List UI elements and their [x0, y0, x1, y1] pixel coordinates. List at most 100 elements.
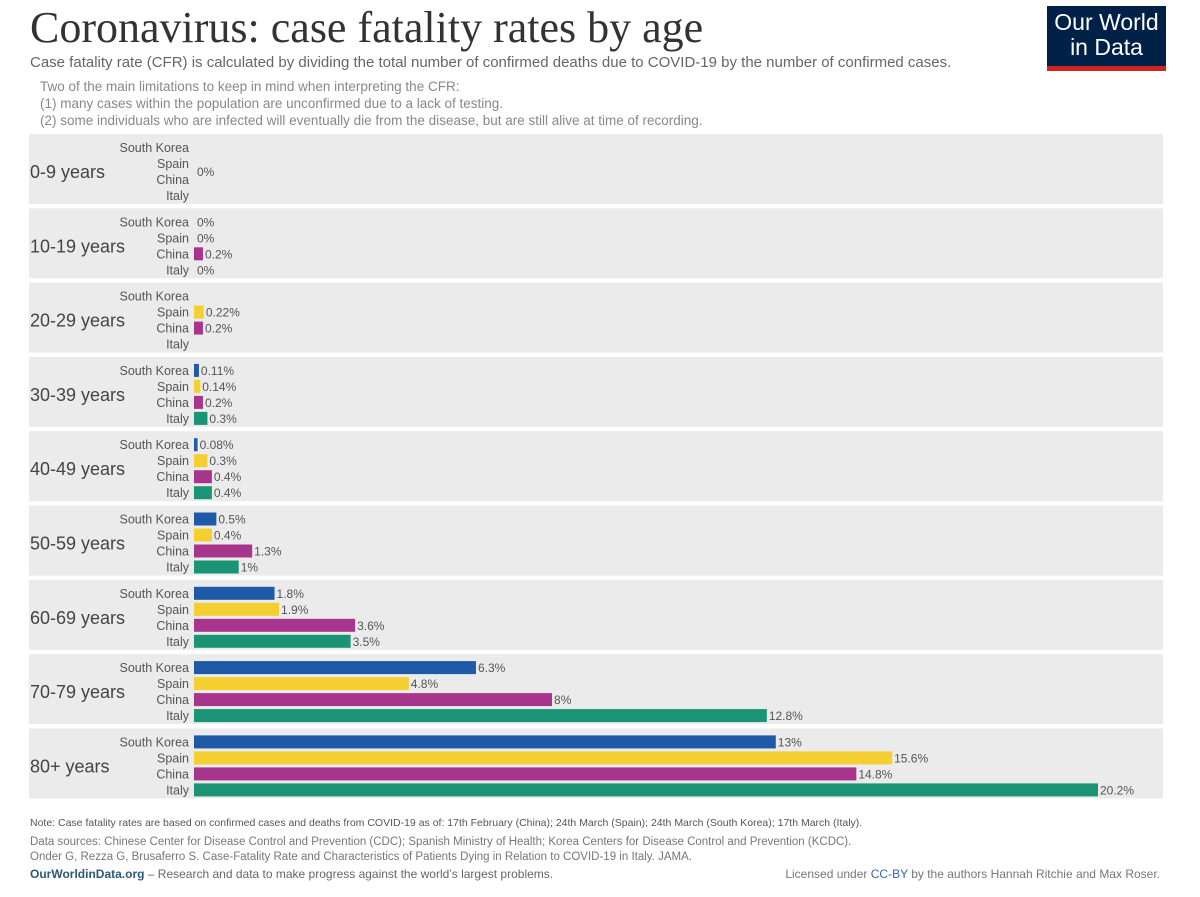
value-label: 3.6% — [357, 619, 385, 633]
bar-italy[interactable] — [194, 634, 351, 648]
bar-spain[interactable] — [194, 305, 204, 319]
owid-logo[interactable]: Our World in Data — [1047, 6, 1166, 71]
country-label: South Korea — [120, 215, 190, 229]
value-label: 0% — [197, 263, 215, 277]
country-label: Spain — [157, 454, 189, 468]
footer-sources: Data sources: Chinese Center for Disease… — [30, 835, 851, 865]
group-panel — [29, 356, 1163, 427]
value-label: 0% — [197, 215, 215, 229]
value-label: 0.08% — [200, 438, 234, 452]
group-panel — [29, 208, 1163, 279]
limitations-line-3: (2) some individuals who are infected wi… — [40, 113, 703, 128]
country-label: Spain — [157, 380, 189, 394]
bar-italy[interactable] — [194, 411, 208, 425]
age-group-label: 70-79 years — [30, 682, 125, 702]
country-label: South Korea — [120, 290, 190, 304]
value-label: 1.3% — [254, 545, 282, 559]
bar-china[interactable] — [194, 321, 203, 335]
value-label: 6.3% — [478, 661, 506, 675]
bar-china[interactable] — [194, 395, 203, 409]
value-label: 0.4% — [214, 470, 242, 484]
country-label: Spain — [157, 677, 189, 691]
value-label: 0.22% — [206, 306, 240, 320]
value-label: 0.4% — [214, 486, 242, 500]
bar-spain[interactable] — [194, 454, 208, 468]
country-label: China — [156, 247, 189, 261]
value-label: 12.8% — [769, 709, 803, 723]
value-label: 0.14% — [202, 380, 236, 394]
country-label: Italy — [166, 709, 190, 723]
country-label: South Korea — [120, 735, 190, 749]
sources-line-2: Onder G, Rezza G, Brusaferro S. Case-Fat… — [30, 851, 692, 863]
age-group-label: 20-29 years — [30, 311, 125, 331]
country-label: China — [156, 693, 189, 707]
country-label: China — [156, 396, 189, 410]
group-panel — [29, 431, 1163, 502]
age-group-label: 30-39 years — [30, 385, 125, 405]
tagline-text: – Research and data to make progress aga… — [144, 867, 554, 881]
bar-italy[interactable] — [194, 783, 1098, 797]
country-label: Italy — [166, 338, 190, 352]
bar-south-korea[interactable] — [194, 661, 476, 675]
bar-south-korea[interactable] — [194, 438, 198, 452]
value-label: 0.11% — [201, 364, 234, 378]
license-prefix: Licensed under — [785, 867, 871, 881]
bar-spain[interactable] — [194, 602, 280, 616]
value-label: 13% — [778, 735, 802, 749]
bar-china[interactable] — [194, 618, 356, 632]
country-label: South Korea — [120, 661, 190, 675]
bar-spain[interactable] — [194, 379, 201, 393]
country-label: Spain — [157, 306, 189, 320]
country-label: Italy — [166, 486, 190, 500]
group-panel — [29, 282, 1163, 353]
country-label: Spain — [157, 231, 189, 245]
value-label: 3.5% — [353, 635, 381, 649]
country-label: South Korea — [120, 141, 190, 155]
limitations-line-1: Two of the main limitations to keep in m… — [40, 79, 460, 94]
bar-italy[interactable] — [194, 560, 239, 574]
cc-by-link[interactable]: CC-BY — [870, 867, 908, 881]
logo-line-1: Our World — [1054, 9, 1159, 35]
sources-line-1: Data sources: Chinese Center for Disease… — [30, 836, 852, 848]
country-label: China — [156, 470, 189, 484]
bar-italy[interactable] — [194, 486, 212, 500]
country-label: China — [156, 767, 189, 781]
bar-china[interactable] — [194, 693, 553, 707]
license-suffix: by the authors Hannah Ritchie and Max Ro… — [907, 867, 1160, 881]
value-label: 8% — [554, 693, 572, 707]
bar-spain[interactable] — [194, 751, 893, 765]
country-label: Italy — [166, 783, 190, 797]
limitations-line-2: (1) many cases within the population are… — [40, 96, 504, 111]
bar-china[interactable] — [194, 470, 212, 484]
value-label: 0.3% — [209, 412, 237, 426]
value-label: 1.8% — [277, 587, 305, 601]
bar-south-korea[interactable] — [194, 586, 275, 600]
group-panel — [29, 134, 1163, 204]
owid-link[interactable]: OurWorldinData.org — [30, 867, 145, 881]
country-label: Spain — [157, 157, 189, 171]
chart-subtitle: Case fatality rate (CFR) is calculated b… — [30, 54, 952, 71]
country-label: South Korea — [120, 438, 190, 452]
bar-spain[interactable] — [194, 528, 212, 542]
bar-china[interactable] — [194, 767, 857, 781]
bar-south-korea[interactable] — [194, 735, 776, 749]
bar-south-korea[interactable] — [194, 363, 199, 377]
value-label: 15.6% — [894, 751, 928, 765]
bar-china[interactable] — [194, 247, 203, 261]
bar-china[interactable] — [194, 544, 253, 558]
country-label: Spain — [157, 751, 189, 765]
age-group-label: 0-9 years — [30, 162, 105, 182]
bar-spain[interactable] — [194, 677, 409, 691]
limitations-note: Two of the main limitations to keep in m… — [40, 78, 703, 129]
value-label: 0% — [197, 231, 215, 245]
value-label: 0% — [197, 165, 215, 179]
country-label: South Korea — [120, 587, 190, 601]
country-label: South Korea — [120, 513, 190, 527]
chart-title: Coronavirus: case fatality rates by age — [30, 3, 704, 52]
value-label: 0.3% — [209, 454, 237, 468]
bar-south-korea[interactable] — [194, 512, 217, 526]
bar-italy[interactable] — [194, 709, 767, 723]
value-label: 4.8% — [411, 677, 439, 691]
country-label: Italy — [166, 561, 190, 575]
